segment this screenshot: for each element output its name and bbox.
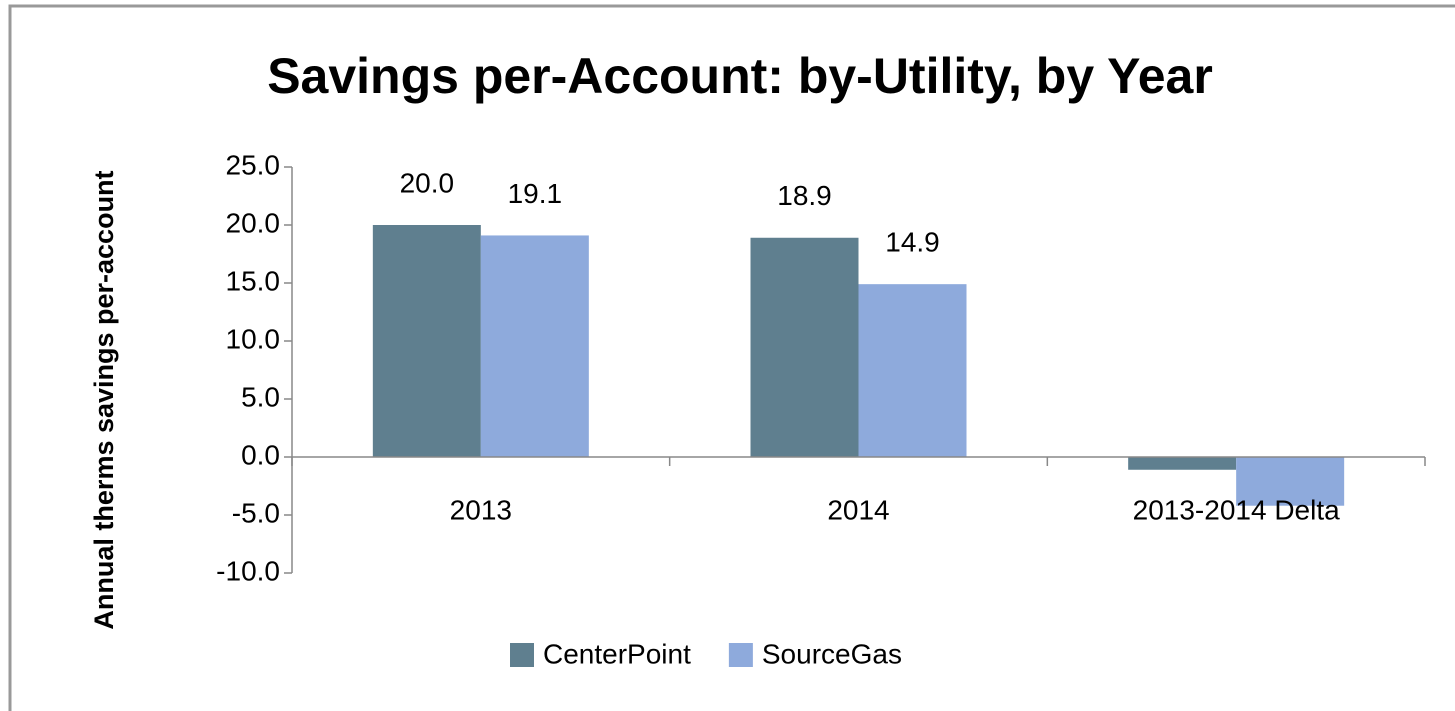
data-label: 14.9 [885, 227, 940, 258]
bar [480, 235, 589, 457]
bar [858, 284, 967, 457]
bar [1128, 457, 1237, 470]
y-tick-label: 10.0 [226, 323, 281, 354]
y-axis-label: Annual therms savings per-account [89, 170, 119, 630]
x-tick-label: 2013-2014 Delta [1133, 494, 1340, 525]
y-tick-label: 25.0 [226, 149, 281, 180]
y-tick-label: -5.0 [232, 497, 280, 528]
chart-border [8, 4, 1455, 711]
y-tick-label: 5.0 [241, 381, 280, 412]
data-label: 19.1 [508, 178, 563, 209]
bar [372, 225, 481, 457]
legend-label: CenterPoint [543, 638, 691, 669]
y-tick-label: 0.0 [241, 439, 280, 470]
y-tick-label: 15.0 [226, 265, 281, 296]
y-tick-label: -10.0 [216, 555, 280, 586]
x-tick-label: 2014 [827, 494, 889, 525]
legend-swatch [510, 643, 534, 667]
bar [750, 237, 859, 457]
data-label: 18.9 [777, 180, 832, 211]
legend-label: SourceGas [762, 638, 902, 669]
data-label: 20.0 [400, 167, 455, 198]
y-tick-label: 20.0 [226, 207, 281, 238]
x-tick-label: 2013 [450, 494, 512, 525]
chart-title: Savings per-Account: by-Utility, by Year [267, 48, 1213, 104]
bar [1236, 457, 1345, 506]
legend-swatch [728, 643, 753, 667]
